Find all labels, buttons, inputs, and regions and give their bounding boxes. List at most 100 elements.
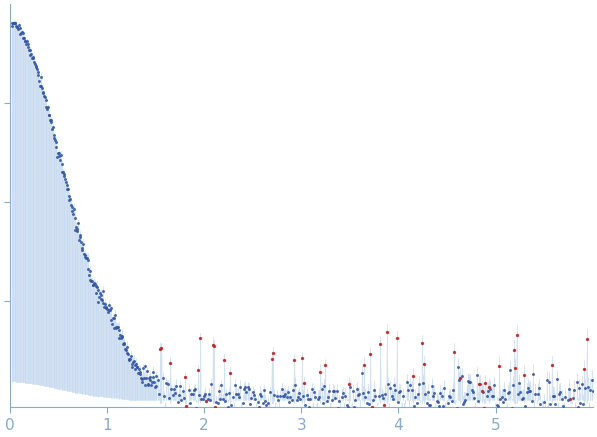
Point (76, 238, 86, 245)
Point (525, 388, 535, 395)
Point (43, 104, 53, 111)
Point (524, 388, 534, 395)
Point (214, 388, 224, 395)
Point (478, 388, 488, 395)
Point (219, 357, 229, 364)
Point (85, 267, 94, 274)
Point (370, 387, 379, 394)
Point (388, 395, 398, 402)
Point (128, 358, 138, 365)
Point (562, 406, 571, 413)
Point (588, 387, 597, 394)
Point (557, 396, 567, 403)
Point (568, 395, 578, 402)
Point (420, 390, 430, 397)
Point (439, 385, 449, 392)
Point (540, 413, 550, 420)
Point (30, 62, 40, 69)
Point (108, 315, 118, 322)
Point (405, 382, 415, 388)
Point (249, 391, 259, 398)
Point (546, 400, 555, 407)
Point (172, 383, 181, 390)
Point (412, 400, 421, 407)
Point (343, 404, 353, 411)
Point (57, 161, 66, 168)
Point (561, 394, 570, 401)
Point (436, 390, 445, 397)
Point (230, 382, 240, 389)
Point (131, 365, 140, 372)
Point (194, 392, 204, 399)
Point (300, 402, 310, 409)
Point (277, 386, 287, 393)
Point (509, 347, 519, 354)
Point (381, 328, 391, 335)
Point (143, 381, 153, 388)
Point (227, 402, 236, 409)
Point (169, 385, 179, 392)
Point (110, 312, 120, 319)
Point (573, 403, 583, 410)
Point (259, 386, 269, 393)
Point (477, 388, 487, 395)
Point (209, 343, 219, 350)
Point (338, 390, 347, 397)
Point (547, 361, 556, 368)
Point (82, 254, 91, 261)
Point (233, 391, 242, 398)
Point (47, 125, 57, 132)
Point (517, 395, 527, 402)
Point (461, 391, 471, 398)
Point (224, 390, 234, 397)
Point (178, 387, 187, 394)
Point (61, 179, 70, 186)
Point (203, 395, 213, 402)
Point (306, 396, 315, 403)
Point (538, 426, 547, 433)
Point (372, 409, 381, 416)
Point (284, 399, 294, 406)
Point (75, 231, 84, 238)
Point (17, 29, 26, 36)
Point (53, 150, 63, 157)
Point (419, 361, 429, 368)
Point (404, 410, 414, 417)
Point (534, 385, 544, 392)
Point (448, 386, 457, 393)
Point (463, 378, 473, 385)
Point (18, 35, 27, 42)
Point (80, 252, 90, 259)
Point (128, 361, 137, 368)
Point (411, 393, 420, 400)
Point (147, 378, 156, 385)
Point (115, 334, 124, 341)
Point (78, 240, 88, 247)
Point (81, 253, 90, 260)
Point (238, 399, 248, 406)
Point (367, 403, 376, 410)
Point (401, 407, 410, 414)
Point (42, 103, 51, 110)
Point (109, 315, 118, 322)
Point (146, 381, 156, 388)
Point (587, 377, 596, 384)
Point (364, 400, 374, 407)
Point (483, 388, 493, 395)
Point (64, 192, 73, 199)
Point (48, 124, 58, 131)
Point (93, 286, 103, 293)
Point (519, 371, 529, 378)
Point (39, 93, 49, 100)
Point (488, 392, 497, 399)
Point (167, 385, 176, 392)
Point (327, 397, 336, 404)
Point (346, 383, 355, 390)
Point (107, 305, 116, 312)
Point (124, 356, 134, 363)
Point (257, 392, 266, 399)
Point (484, 383, 494, 390)
Point (90, 279, 99, 286)
Point (258, 399, 267, 406)
Point (256, 391, 265, 398)
